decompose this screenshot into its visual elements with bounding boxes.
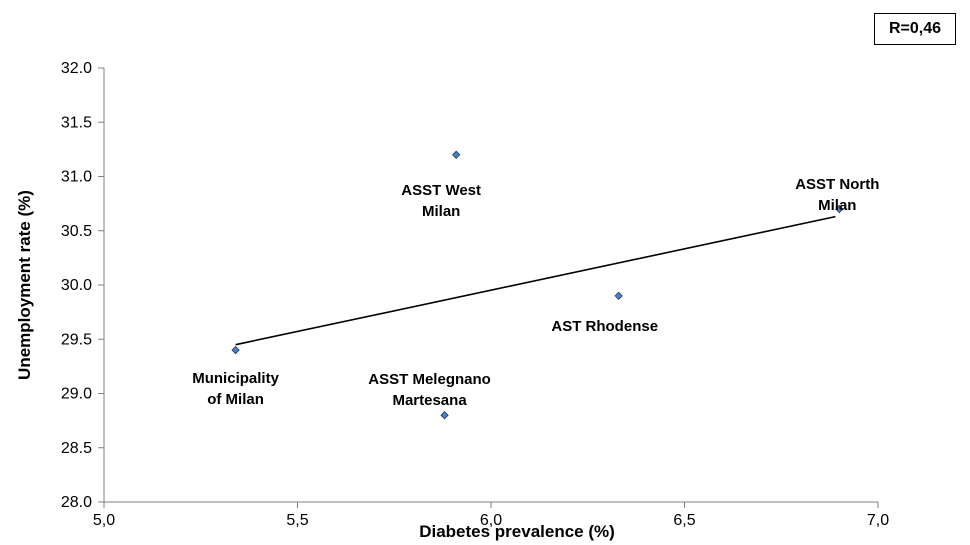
- x-axis-title: Diabetes prevalence (%): [419, 522, 615, 541]
- y-tick-label: 29.0: [61, 386, 92, 403]
- data-point: [440, 411, 449, 420]
- data-point: [835, 204, 844, 214]
- x-tick-label: 7,0: [867, 512, 889, 529]
- point-label: ASST North: [795, 176, 879, 193]
- axes: 28.0 28.5 29.0 29.5 30.0 30.5 31.0 31.5 32.0 5,0 5…: [61, 60, 889, 529]
- y-tick-label: 31.5: [61, 114, 92, 131]
- point-labels-group: Municipality of Milan ASST Melegnano Martes…: [192, 176, 879, 409]
- x-tick-label: 5,5: [286, 512, 308, 529]
- y-axis-title: Unemployment rate (%): [15, 190, 34, 380]
- point-label: ASST West: [401, 182, 481, 199]
- y-tick-label: 30.5: [61, 223, 92, 240]
- point-label: Martesana: [392, 392, 467, 409]
- y-tick-label: 29.5: [61, 331, 92, 348]
- correlation-label: R=0,46: [888, 20, 942, 37]
- trendline: [235, 215, 836, 346]
- y-tick-label: 28.0: [61, 494, 92, 511]
- trendline-group: [235, 215, 836, 346]
- x-tick-label: 5,0: [93, 512, 115, 529]
- point-label: Milan: [818, 197, 856, 214]
- point-label: AST Rhodense: [551, 318, 658, 335]
- points-group: [231, 150, 844, 420]
- point-label: Milan: [422, 203, 460, 220]
- point-label: Municipality: [192, 370, 279, 387]
- y-tick-label: 28.5: [61, 440, 92, 457]
- point-label: of Milan: [207, 391, 264, 408]
- x-tick-label: 6,0: [480, 512, 502, 529]
- correlation-badge: R=0,46: [874, 13, 956, 45]
- y-tick-label: 30.0: [61, 277, 92, 294]
- data-point: [231, 345, 240, 355]
- y-tick-label: 31.0: [61, 169, 92, 186]
- x-tick-label: 6,5: [673, 512, 695, 529]
- data-point: [614, 291, 623, 301]
- point-label: ASST Melegnano: [368, 371, 491, 388]
- data-point: [452, 150, 461, 159]
- y-tick-label: 32.0: [61, 60, 92, 77]
